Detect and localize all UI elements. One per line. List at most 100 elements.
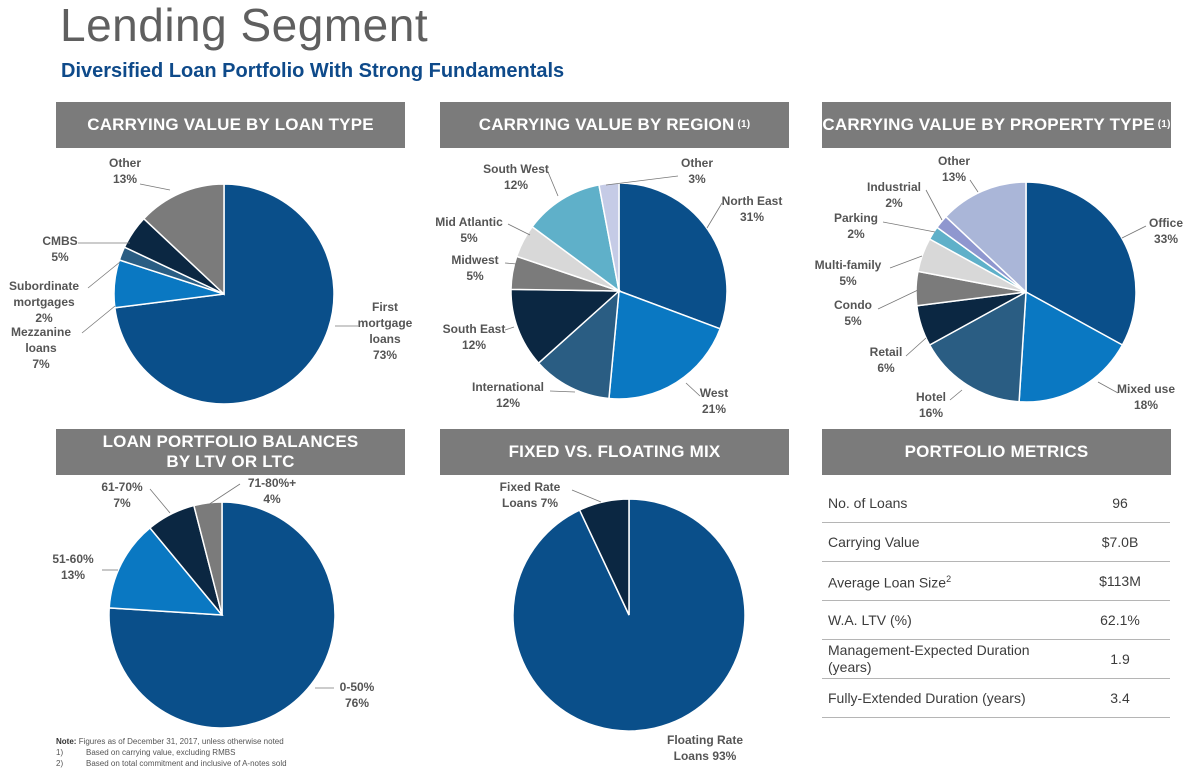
label-value: Loans 7% bbox=[502, 496, 558, 510]
footnote-ref: (1) bbox=[737, 119, 751, 130]
slice-71-80 bbox=[192, 501, 223, 616]
label-text: Industrial bbox=[867, 180, 921, 194]
label-value: 5% bbox=[460, 231, 478, 245]
label-text: North East bbox=[722, 194, 783, 208]
leader-line bbox=[889, 255, 923, 269]
label-value: 13% bbox=[61, 568, 85, 582]
label-text: 61-70% bbox=[101, 480, 143, 494]
slice-international bbox=[537, 289, 620, 400]
panel-title-text: FIXED VS. FLOATING MIX bbox=[508, 442, 721, 461]
metric-value: 1.9 bbox=[1070, 639, 1170, 679]
label-text: Retail bbox=[870, 345, 903, 359]
page-subtitle: Diversified Loan Portfolio With Strong F… bbox=[61, 60, 565, 82]
portfolio-metrics-table: No. of Loans 96 Carrying Value $7.0B Average… bbox=[822, 484, 1170, 718]
label-parking: Parking 2% bbox=[834, 211, 878, 241]
label-condo: Condo 5% bbox=[834, 298, 872, 328]
label-text: Hotel bbox=[916, 390, 946, 404]
note-number: 1) bbox=[56, 748, 64, 757]
label-value: 73% bbox=[373, 348, 397, 362]
leader-line bbox=[925, 189, 943, 221]
label-text: Subordinate bbox=[9, 279, 79, 293]
slice-west bbox=[608, 289, 722, 400]
metric-label: Fully-Extended Duration (years) bbox=[822, 678, 1070, 718]
label-51-60: 51-60% 13% bbox=[52, 552, 94, 582]
pie-ltv: 0-50% 76% 51-60% 13% 61-70% 7% 71-80%+ 4% bbox=[52, 476, 375, 729]
label-text: Office bbox=[1149, 216, 1183, 230]
panel-title-region: CARRYING VALUE BY REGION (1) bbox=[440, 102, 789, 148]
label-text: mortgages bbox=[13, 295, 75, 309]
label-text: Parking bbox=[834, 211, 878, 225]
slice-south-west bbox=[531, 184, 621, 293]
panel-title-ltv: LOAN PORTFOLIO BALANCES BY LTV OR LTC bbox=[56, 429, 405, 475]
metrics-row: Management-Expected Duration (years) 1.9 bbox=[822, 639, 1170, 679]
label-value: 21% bbox=[702, 402, 726, 416]
label-other: Other 13% bbox=[109, 156, 141, 186]
label-cmbs: CMBS 5% bbox=[42, 234, 77, 264]
label-subordinate-mortgages: Subordinate mortgages 2% bbox=[9, 279, 79, 325]
label-text: 71-80%+ bbox=[248, 476, 296, 490]
label-value: 13% bbox=[942, 170, 966, 184]
note-text: Based on total commitment and inclusive … bbox=[86, 759, 287, 768]
label-value: 2% bbox=[35, 311, 53, 325]
leader-line bbox=[706, 202, 723, 229]
label-value: 16% bbox=[919, 406, 943, 420]
label-value: Loans 93% bbox=[674, 749, 737, 763]
label-retail: Retail 6% bbox=[870, 345, 903, 375]
footnotes: Note: Figures as of December 31, 2017, u… bbox=[56, 736, 287, 769]
label-0-50: 0-50% 76% bbox=[340, 680, 375, 710]
label-value: 2% bbox=[847, 227, 865, 241]
panel-title-text: CARRYING VALUE BY PROPERTY TYPE bbox=[822, 115, 1155, 134]
metric-value: 96 bbox=[1070, 484, 1170, 523]
label-value: 5% bbox=[839, 274, 857, 288]
label-mid-atlantic: Mid Atlantic 5% bbox=[435, 215, 503, 245]
metric-label: No. of Loans bbox=[822, 484, 1070, 523]
label-industrial: Industrial 2% bbox=[867, 180, 921, 210]
label-71-80: 71-80%+ 4% bbox=[248, 476, 296, 506]
page-title: Lending Segment bbox=[60, 0, 429, 51]
label-text: Fixed Rate bbox=[500, 480, 561, 494]
slice-other bbox=[142, 183, 225, 296]
slice-fixed-rate-loans bbox=[578, 498, 630, 616]
label-text: Condo bbox=[834, 298, 872, 312]
note-head: Note: bbox=[56, 737, 77, 746]
leader-line bbox=[87, 261, 121, 289]
label-other: Other 13% bbox=[938, 154, 970, 184]
label-text: loans bbox=[25, 341, 57, 355]
label-text: CMBS bbox=[42, 234, 77, 248]
panel-title-fixed-floating: FIXED VS. FLOATING MIX bbox=[440, 429, 789, 475]
label-value: 7% bbox=[113, 496, 131, 510]
label-value: 4% bbox=[263, 492, 281, 506]
metric-label: Carrying Value bbox=[822, 522, 1070, 562]
panel-title-metrics: PORTFOLIO METRICS bbox=[822, 429, 1171, 475]
label-text: 51-60% bbox=[52, 552, 94, 566]
leader-line bbox=[571, 489, 602, 503]
label-text: International bbox=[472, 380, 544, 394]
label-value: 2% bbox=[885, 196, 903, 210]
label-south-west: South West 12% bbox=[483, 162, 549, 192]
leader-line bbox=[949, 389, 963, 401]
note-text: Based on carrying value, excluding RMBS bbox=[86, 748, 236, 757]
label-value: 18% bbox=[1134, 398, 1158, 412]
metrics-row: W.A. LTV (%) 62.1% bbox=[822, 600, 1170, 640]
pie-fixed: Floating Rate Loans 93% Fixed Rate Loans 7% bbox=[500, 480, 746, 763]
slice-south-east bbox=[510, 288, 621, 365]
label-text: 0-50% bbox=[340, 680, 375, 694]
leader-line bbox=[547, 171, 559, 197]
label-value: 5% bbox=[51, 250, 69, 264]
pie-region: North East 31%West 21%International 12%Sout… bbox=[435, 156, 782, 416]
label-value: 7% bbox=[32, 357, 50, 371]
metric-label: Average Loan Size2 bbox=[822, 561, 1070, 601]
label-value: 6% bbox=[877, 361, 895, 375]
leader-line bbox=[207, 483, 241, 506]
leader-line bbox=[877, 289, 919, 310]
metric-label: W.A. LTV (%) bbox=[822, 600, 1070, 640]
label-international: International 12% bbox=[472, 380, 544, 410]
label-value: 5% bbox=[466, 269, 484, 283]
metric-value: 62.1% bbox=[1070, 600, 1170, 640]
label-text: Floating Rate bbox=[667, 733, 743, 747]
label-text: Mid Atlantic bbox=[435, 215, 503, 229]
label-value: 12% bbox=[504, 178, 528, 192]
note-text: Figures as of December 31, 2017, unless … bbox=[78, 737, 284, 746]
metric-value: $7.0B bbox=[1070, 522, 1170, 562]
